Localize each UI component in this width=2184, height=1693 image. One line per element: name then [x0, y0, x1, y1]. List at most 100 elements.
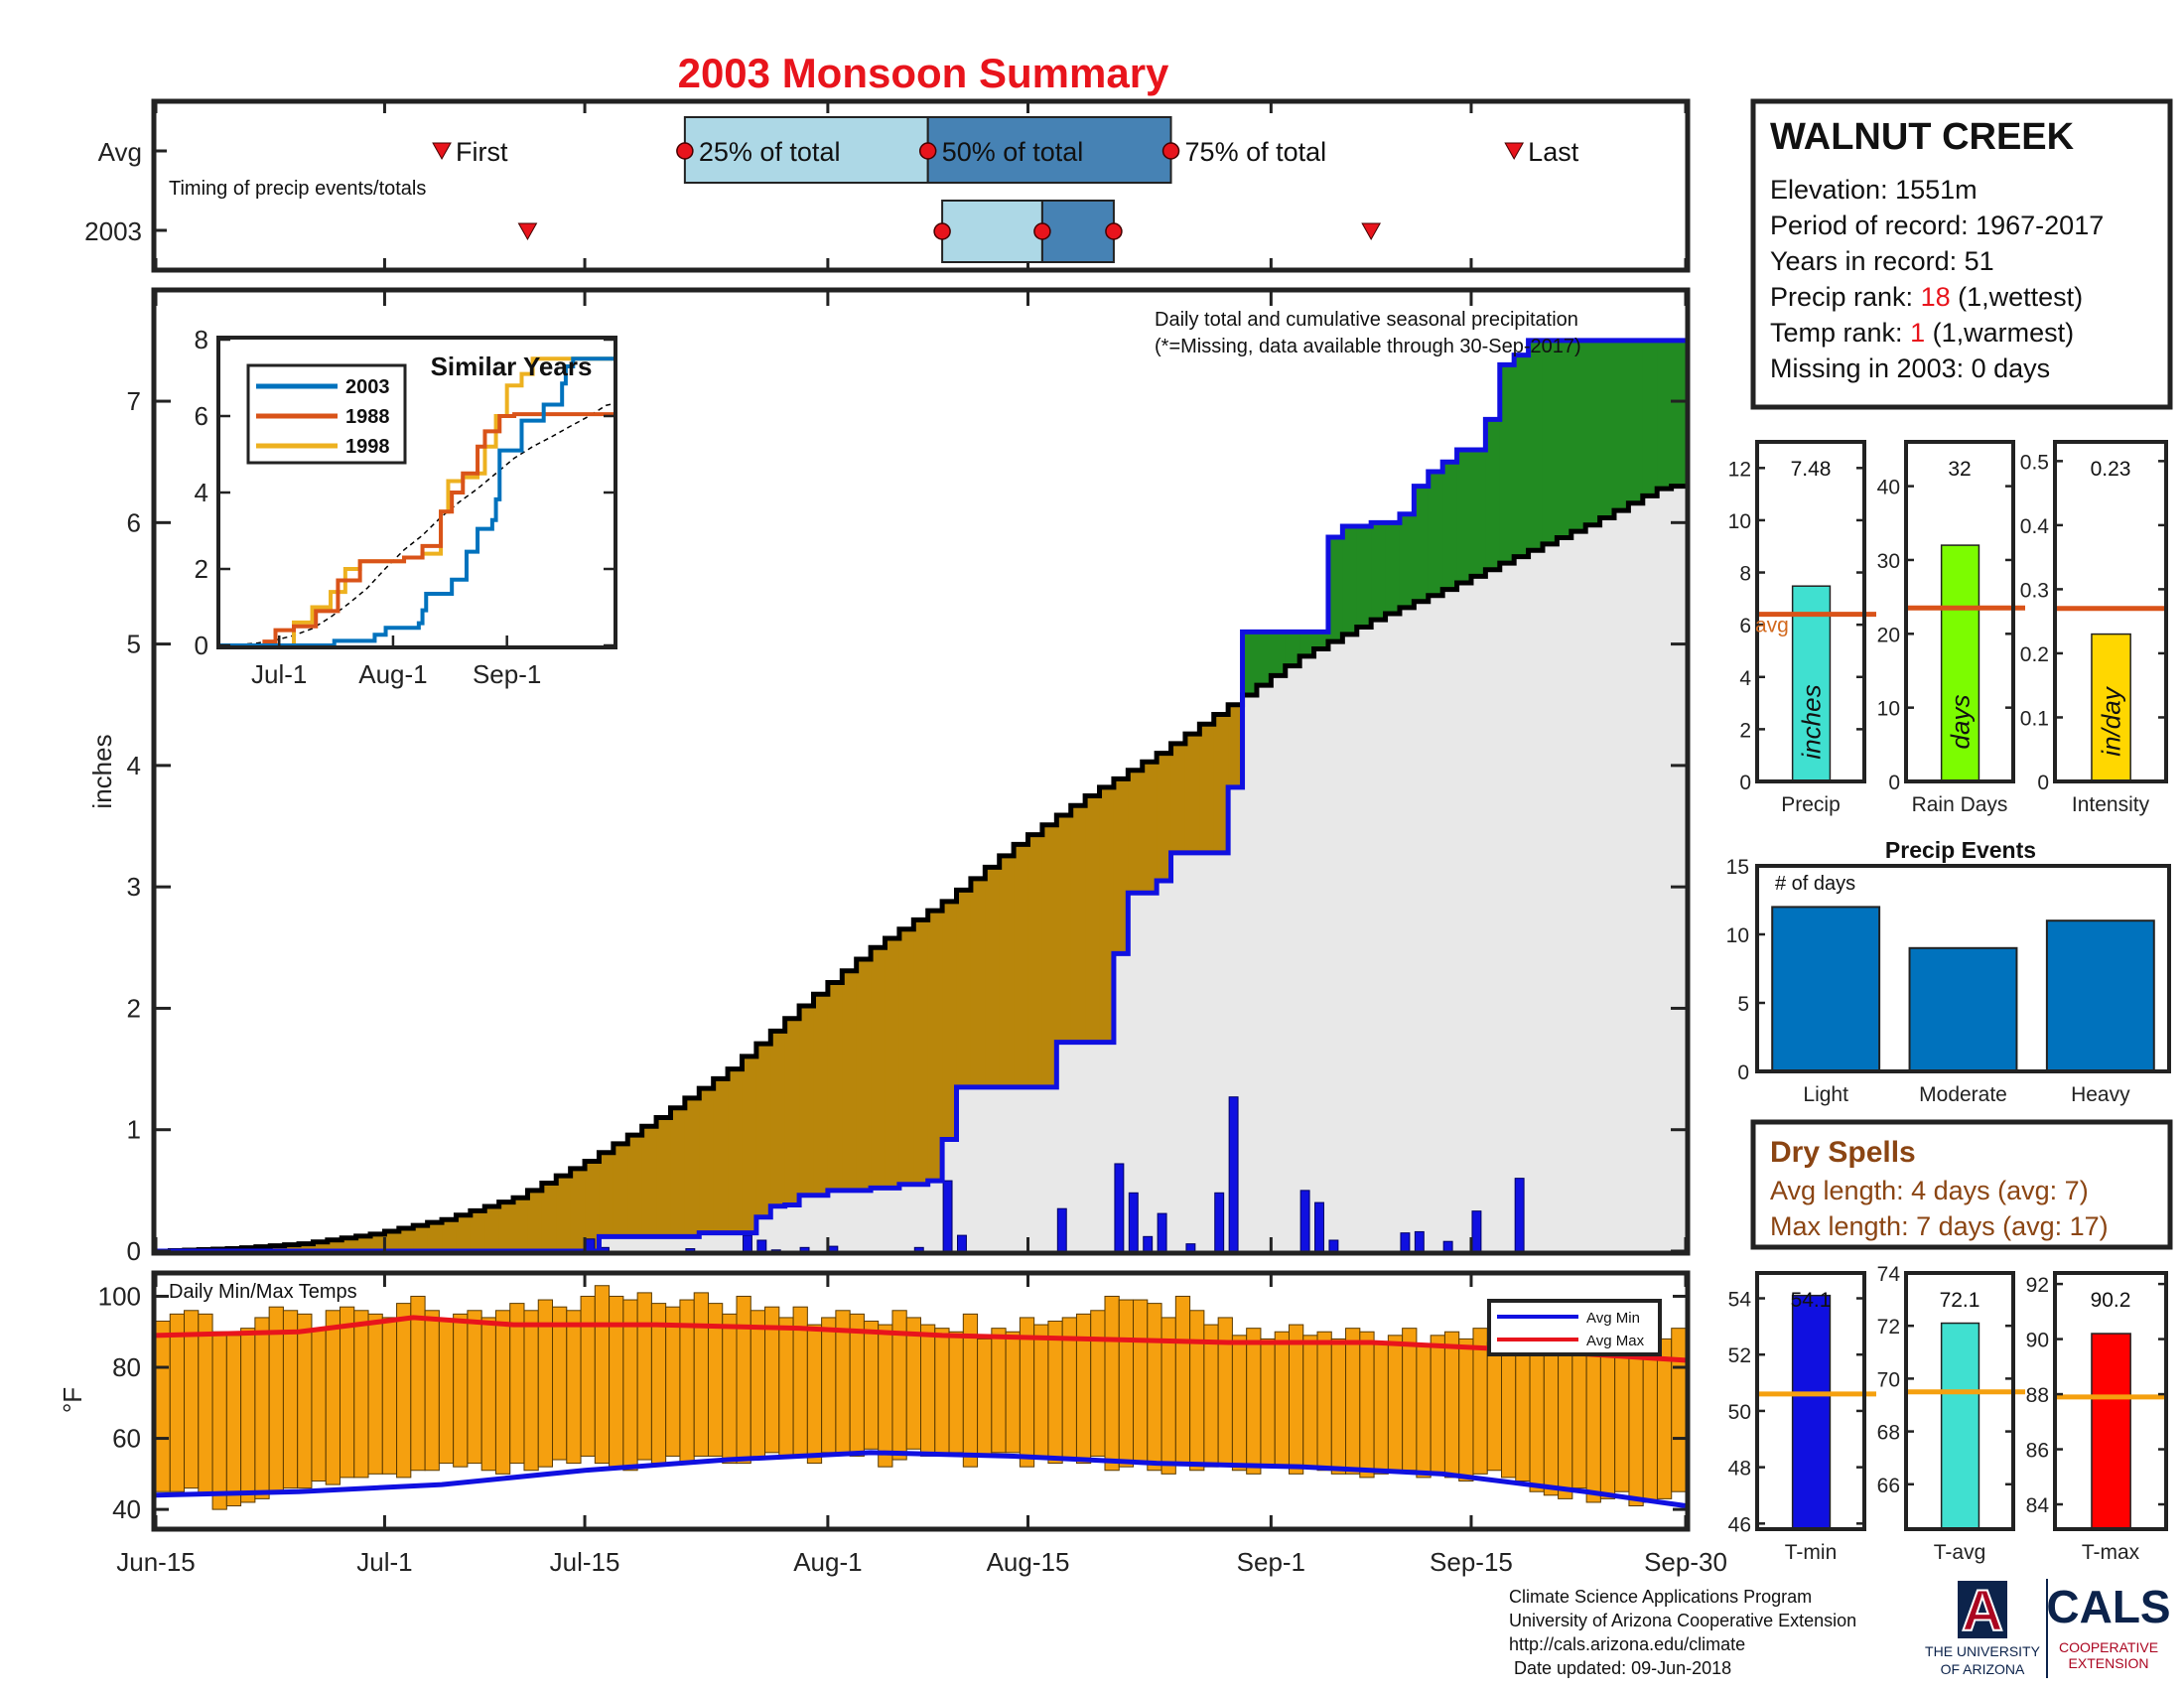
chart-title: 2003 Monsoon Summary: [678, 50, 1169, 96]
deficit-area: [1143, 762, 1158, 893]
summary-ytick-label: 74: [1877, 1263, 1901, 1286]
temp-range-bar: [1091, 1311, 1105, 1457]
deficit-area: [1014, 844, 1028, 1087]
summary-ytick-label: 10: [1728, 510, 1751, 533]
station-years: Years in record: 51: [1770, 246, 1994, 276]
footer-line-4: Date updated: 09-Jun-2018: [1509, 1658, 1731, 1678]
xtick-label: Jun-15: [116, 1547, 196, 1577]
temp-range-bar: [1261, 1339, 1275, 1467]
temp-range-bar: [340, 1307, 353, 1478]
temp-range-bar: [368, 1314, 382, 1474]
station-precip-rank: Precip rank: 18 (1,wettest): [1770, 282, 2083, 312]
deficit-area: [627, 1135, 642, 1236]
temp-range-bar: [241, 1329, 255, 1502]
temp-ytick-label: 100: [98, 1281, 141, 1311]
summary-ytick-label: 4: [1739, 667, 1751, 690]
surplus-area: [1557, 341, 1571, 538]
surplus-area: [1585, 341, 1600, 525]
deficit-area: [728, 1069, 743, 1233]
temp-range-bar: [1672, 1329, 1686, 1492]
daily-precip-bar: [958, 1235, 967, 1251]
daily-precip-bar: [1215, 1193, 1224, 1251]
summary-avg-label: avg: [1755, 615, 1789, 637]
station-elevation: Elevation: 1551m: [1770, 175, 1978, 205]
temp-range-bar: [439, 1322, 453, 1464]
temp-range-bar: [807, 1325, 821, 1464]
inset-ytick-label: 6: [195, 401, 208, 431]
events-caption: # of days: [1775, 873, 1855, 895]
temp-plot: [156, 1286, 1686, 1509]
temp-range-bar: [1403, 1329, 1417, 1471]
temp-range-bar: [382, 1318, 396, 1474]
summary-ytick-label: 40: [1877, 477, 1900, 499]
temp-range-bar: [581, 1296, 595, 1456]
summary-ytick-label: 68: [1877, 1422, 1900, 1445]
inset-ytick-label: 2: [195, 554, 208, 584]
daily-precip-bar: [757, 1240, 766, 1251]
temp-range-bar: [1459, 1339, 1473, 1481]
summary-ytick-label: 84: [2026, 1494, 2050, 1517]
temp-range-bar: [666, 1307, 680, 1456]
daily-precip-bar: [1472, 1211, 1481, 1251]
surplus-area: [1357, 526, 1372, 627]
temp-range-bar: [1444, 1332, 1458, 1478]
deficit-area: [1185, 734, 1200, 853]
temp-range-bar: [1360, 1332, 1374, 1478]
timing-label-p25: 25% of total: [699, 137, 841, 167]
temp-range-bar: [524, 1311, 538, 1471]
deficit-area: [742, 1057, 756, 1233]
temp-range-bar: [1048, 1322, 1062, 1464]
deficit-area: [913, 919, 928, 1184]
temp-range-bar: [935, 1329, 949, 1457]
temp-range-bar: [1572, 1353, 1586, 1488]
main-ytick-label: 5: [127, 630, 141, 659]
temp-range-bar: [283, 1311, 297, 1488]
summary-ytick-label: 66: [1877, 1475, 1900, 1497]
summary-ytick-label: 54: [1728, 1289, 1752, 1312]
y2003-p25-marker: [934, 223, 950, 239]
summary-unit-label: in/day: [2097, 685, 2126, 756]
dry-spells: Dry Spells Avg length: 4 days (avg: 7) M…: [1753, 1122, 2170, 1247]
y2003-box-50-75: [1042, 201, 1114, 262]
temp-range-bar: [1374, 1342, 1388, 1474]
inset-ytick-label: 8: [195, 325, 208, 354]
inset-xtick-label: Jul-1: [251, 659, 307, 689]
summary-ytick-label: 52: [1728, 1344, 1751, 1367]
surplus-area: [1628, 341, 1643, 503]
daily-precip-bar: [743, 1235, 751, 1251]
temp-range-bar: [1247, 1329, 1261, 1475]
temp-range-bar: [185, 1311, 199, 1488]
temp-range-bar: [1148, 1304, 1161, 1471]
main-ylabel: inches: [87, 734, 117, 808]
station-period: Period of record: 1967-2017: [1770, 211, 2104, 240]
daily-precip-bar: [829, 1246, 838, 1251]
temp-range-bar: [1487, 1342, 1501, 1471]
cals-logo-line-2: EXTENSION: [2069, 1655, 2149, 1671]
temps-ylabel: °F: [58, 1387, 87, 1413]
events-xlabel-heavy: Heavy: [2071, 1083, 2130, 1106]
temp-range-bar: [567, 1311, 581, 1464]
temp-range-bar: [510, 1304, 524, 1464]
temp-range-bar: [1275, 1332, 1289, 1467]
temp-range-bar: [298, 1314, 312, 1487]
surplus-area: [1600, 341, 1615, 518]
deficit-area: [1199, 724, 1214, 853]
surplus-area: [1657, 341, 1672, 489]
summary-ytick-label: 88: [2026, 1384, 2049, 1407]
temp-range-bar: [454, 1314, 468, 1467]
surplus-area: [1529, 341, 1544, 550]
temp-range-bar: [949, 1332, 963, 1453]
summary-value-label: 0.23: [2091, 458, 2131, 481]
temp-range-bar: [978, 1339, 992, 1456]
xtick-label: Aug-1: [793, 1547, 862, 1577]
main-note: (*=Missing, data available through 30-Se…: [1155, 336, 1581, 357]
temp-range-bar: [879, 1325, 892, 1467]
temp-range-bar: [1615, 1339, 1629, 1491]
